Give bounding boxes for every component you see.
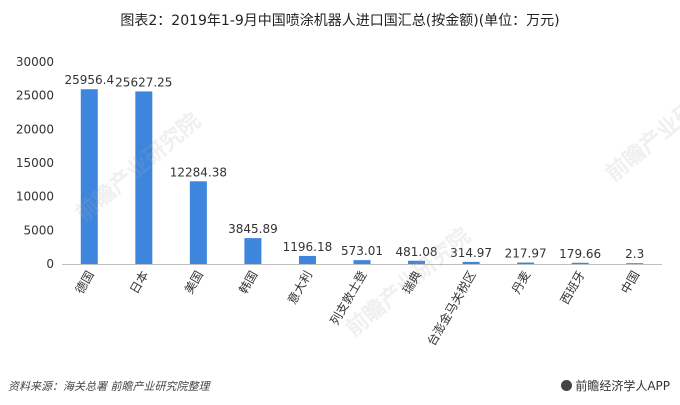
x-tick-label: 西班牙 xyxy=(558,269,588,307)
bar xyxy=(189,181,207,264)
brand-text: 前瞻经济学人APP xyxy=(575,379,670,393)
data-label: 12284.38 xyxy=(170,165,227,179)
bar xyxy=(462,261,480,264)
x-tick-label: 日本 xyxy=(127,269,151,297)
data-label: 2.3 xyxy=(625,247,644,261)
y-tick-label: 5000 xyxy=(23,223,54,237)
brand-label: 前瞻经济学人APP xyxy=(561,377,670,394)
x-tick-label: 瑞典 xyxy=(400,269,424,297)
y-tick-label: 20000 xyxy=(16,122,54,136)
y-tick-label: 0 xyxy=(46,257,54,271)
bar xyxy=(135,91,153,265)
data-label: 314.97 xyxy=(450,246,492,260)
y-tick-label: 30000 xyxy=(16,55,54,69)
bar xyxy=(80,89,98,265)
data-label: 25956.4 xyxy=(64,73,114,87)
brand-logo-icon xyxy=(561,380,573,391)
data-label: 3845.89 xyxy=(228,222,278,236)
y-tick-label: 10000 xyxy=(16,190,54,204)
bar xyxy=(571,262,589,264)
bar xyxy=(517,262,535,264)
bar xyxy=(353,260,371,264)
x-tick-label: 中国 xyxy=(617,268,642,296)
data-label: 179.66 xyxy=(559,247,601,261)
bar xyxy=(626,263,644,264)
x-tick-label: 丹麦 xyxy=(509,269,533,297)
data-label: 1196.18 xyxy=(283,240,333,254)
source-note: 资料来源：海关总署 前瞻产业研究院整理 xyxy=(8,380,210,393)
x-tick-label: 美国 xyxy=(182,269,206,297)
data-label: 217.97 xyxy=(505,247,547,261)
data-label: 573.01 xyxy=(341,244,383,258)
x-tick-label: 列支敦士登 xyxy=(327,268,370,327)
data-label: 25627.25 xyxy=(115,75,172,89)
bar xyxy=(298,255,316,264)
x-tick-label: 台澎金马关税区 xyxy=(424,268,479,348)
y-tick-label: 25000 xyxy=(16,89,54,103)
bar xyxy=(244,238,262,264)
x-tick-label: 意大利 xyxy=(284,268,315,307)
bar xyxy=(408,260,426,264)
x-tick-label: 德国 xyxy=(72,268,97,296)
y-tick-label: 15000 xyxy=(16,156,54,170)
x-tick-label: 韩国 xyxy=(236,268,261,296)
data-label: 481.08 xyxy=(396,245,438,259)
chart-title: 图表2：2019年1-9月中国喷涂机器人进口国汇总(按金额)(单位：万元) xyxy=(120,13,560,29)
